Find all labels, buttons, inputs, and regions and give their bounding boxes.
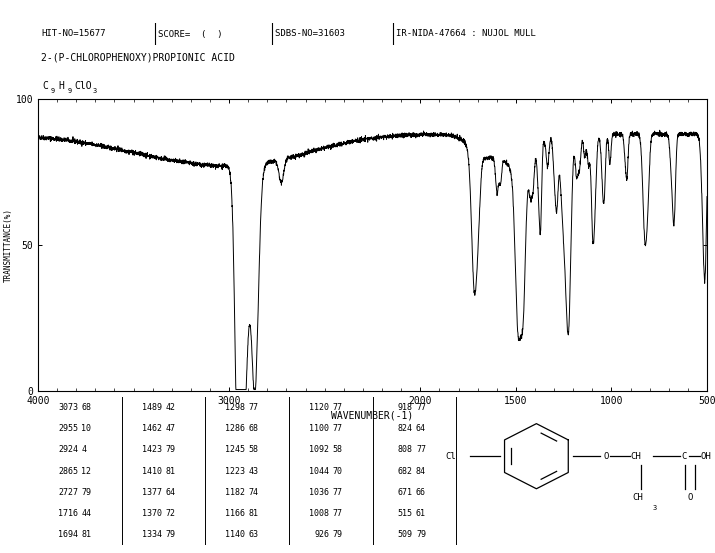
Text: C: C — [42, 81, 48, 91]
Text: 2727: 2727 — [58, 488, 78, 497]
Text: 926: 926 — [314, 530, 329, 539]
Text: OH: OH — [700, 452, 711, 461]
Text: 77: 77 — [249, 403, 259, 412]
Text: 9: 9 — [67, 88, 72, 95]
Text: 68: 68 — [249, 424, 259, 433]
Text: 81: 81 — [165, 467, 175, 476]
Text: 1334: 1334 — [142, 530, 162, 539]
Text: 12: 12 — [82, 467, 92, 476]
Text: 1423: 1423 — [142, 445, 162, 455]
Text: 808: 808 — [398, 445, 413, 455]
Text: 77: 77 — [416, 403, 426, 412]
Text: 1370: 1370 — [142, 509, 162, 518]
Text: 1044: 1044 — [309, 467, 329, 476]
Text: 77: 77 — [416, 445, 426, 455]
Text: 3073: 3073 — [58, 403, 78, 412]
Text: 77: 77 — [332, 509, 342, 518]
Text: 72: 72 — [165, 509, 175, 518]
Text: 1489: 1489 — [142, 403, 162, 412]
Text: 68: 68 — [82, 403, 92, 412]
Text: IR-NIDA-47664 : NUJOL MULL: IR-NIDA-47664 : NUJOL MULL — [396, 29, 536, 39]
Text: 79: 79 — [165, 530, 175, 539]
Text: C: C — [681, 452, 686, 461]
Text: 1462: 1462 — [142, 424, 162, 433]
Text: 58: 58 — [249, 445, 259, 455]
Text: 1694: 1694 — [58, 530, 78, 539]
Text: 77: 77 — [332, 424, 342, 433]
Text: 1245: 1245 — [225, 445, 245, 455]
Text: O: O — [603, 452, 608, 461]
Text: 79: 79 — [82, 488, 92, 497]
Text: 81: 81 — [249, 509, 259, 518]
Text: O: O — [688, 493, 693, 502]
Text: 84: 84 — [416, 467, 426, 476]
Text: HIT-NO=15677: HIT-NO=15677 — [41, 29, 106, 39]
Text: 1298: 1298 — [225, 403, 245, 412]
Text: CH: CH — [631, 452, 641, 461]
Text: 1140: 1140 — [225, 530, 245, 539]
Text: 824: 824 — [398, 424, 413, 433]
Text: Cl: Cl — [445, 452, 456, 461]
Text: 79: 79 — [416, 530, 426, 539]
Text: 2955: 2955 — [58, 424, 78, 433]
Text: 1182: 1182 — [225, 488, 245, 497]
Text: 671: 671 — [398, 488, 413, 497]
Text: 1166: 1166 — [225, 509, 245, 518]
Text: SDBS-NO=31603: SDBS-NO=31603 — [275, 29, 367, 39]
Text: 61: 61 — [416, 509, 426, 518]
Text: 2924: 2924 — [58, 445, 78, 455]
Text: 79: 79 — [165, 445, 175, 455]
Text: 44: 44 — [82, 509, 92, 518]
Text: 77: 77 — [332, 403, 342, 412]
Text: 515: 515 — [398, 509, 413, 518]
Text: H: H — [58, 81, 64, 91]
Text: 1100: 1100 — [309, 424, 329, 433]
Text: 64: 64 — [165, 488, 175, 497]
Text: 1036: 1036 — [309, 488, 329, 497]
Text: 1716: 1716 — [58, 509, 78, 518]
Text: SCORE=  (  ): SCORE= ( ) — [159, 29, 223, 39]
Text: 58: 58 — [332, 445, 342, 455]
Text: 1120: 1120 — [309, 403, 329, 412]
Text: ClO: ClO — [74, 81, 92, 91]
Y-axis label: TRANSMITTANCE(%): TRANSMITTANCE(%) — [4, 208, 13, 282]
Text: 43: 43 — [249, 467, 259, 476]
Text: 81: 81 — [82, 530, 92, 539]
Text: 1410: 1410 — [142, 467, 162, 476]
Text: 2-(P-CHLOROPHENOXY)PROPIONIC ACID: 2-(P-CHLOROPHENOXY)PROPIONIC ACID — [41, 52, 235, 62]
Text: 2865: 2865 — [58, 467, 78, 476]
X-axis label: WAVENUMBER(-1): WAVENUMBER(-1) — [331, 410, 413, 420]
Text: 66: 66 — [416, 488, 426, 497]
Text: 1008: 1008 — [309, 509, 329, 518]
Text: 1223: 1223 — [225, 467, 245, 476]
Text: 74: 74 — [249, 488, 259, 497]
Text: 79: 79 — [332, 530, 342, 539]
Text: 47: 47 — [165, 424, 175, 433]
Text: 918: 918 — [398, 403, 413, 412]
Text: 3: 3 — [652, 505, 656, 511]
Text: CH: CH — [632, 493, 643, 502]
Text: 682: 682 — [398, 467, 413, 476]
Text: 42: 42 — [165, 403, 175, 412]
Text: 64: 64 — [416, 424, 426, 433]
Text: 1377: 1377 — [142, 488, 162, 497]
Text: 10: 10 — [82, 424, 92, 433]
Text: 77: 77 — [332, 488, 342, 497]
Text: 4: 4 — [82, 445, 87, 455]
Text: 63: 63 — [249, 530, 259, 539]
Text: 509: 509 — [398, 530, 413, 539]
Text: 1092: 1092 — [309, 445, 329, 455]
Text: 1286: 1286 — [225, 424, 245, 433]
Text: 9: 9 — [51, 88, 55, 95]
Text: 3: 3 — [92, 88, 97, 95]
Text: 70: 70 — [332, 467, 342, 476]
